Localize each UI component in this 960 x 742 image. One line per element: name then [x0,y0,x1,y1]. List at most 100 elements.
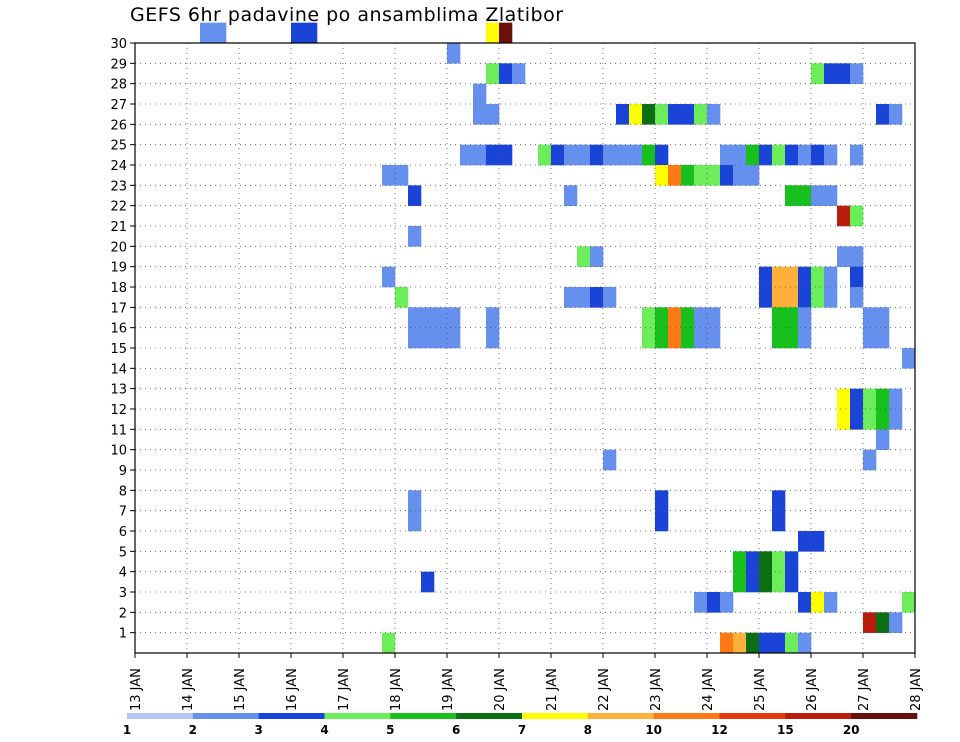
heatmap-cell [694,165,708,186]
heatmap-cell [603,449,617,471]
y-tick-label: 6 [119,525,127,540]
x-tick-label: 16 JAN [285,668,300,711]
heatmap-cell [590,287,604,308]
heatmap-cell [382,165,396,186]
y-axis: 1234567891011121314151617181920212223242… [110,37,135,642]
heatmap-cell [213,22,227,44]
heatmap-cell [590,144,604,166]
colorbar-segment [456,713,523,719]
x-axis: 13 JAN 14 JAN 15 JAN 16 JAN 17 JAN 18 JAN 19 J… [129,653,924,711]
y-tick-label: 18 [110,281,127,296]
y-tick-label: 27 [110,98,127,113]
heatmap-cell [499,144,513,166]
y-tick-label: 10 [110,444,127,459]
colorbar-label: 5 [386,723,394,737]
heatmap-cell [850,287,864,308]
heatmap-cell [759,144,773,166]
heatmap-cell [447,307,461,328]
heatmap-cell [616,144,630,166]
heatmap-cell [863,409,877,430]
heatmap-cell [473,83,487,105]
heatmap-cell [746,632,760,654]
y-tick-label: 17 [110,301,127,316]
x-tick-label: 15 JAN [233,668,248,711]
heatmap-cell [408,490,422,511]
heatmap-cell [564,185,578,206]
heatmap-cell [629,144,643,166]
x-tick-label: 24 JAN [701,668,716,711]
heatmap-cell [850,409,864,430]
heatmap-cell [720,592,734,613]
colorbar-label: 7 [518,723,526,737]
heatmap-cell [486,63,500,84]
heatmap-cell [798,632,812,654]
heatmap-cell [785,307,799,328]
heatmap-cell [395,287,409,308]
x-tick-label: 23 JAN [649,668,664,711]
colorbar-label: 15 [777,723,794,737]
heatmap-cell [694,104,708,125]
x-tick-label: 28 JAN [909,668,924,711]
y-tick-label: 5 [119,545,127,560]
colorbar-segment [719,713,786,719]
heatmap-cell [616,104,630,125]
heatmap-cell [811,185,825,206]
colorbar-label: 12 [711,723,728,737]
heatmap-cell [473,104,487,125]
heatmap-cell [759,266,773,288]
colorbar: 1 2 3 4 5 6 7 8 10 12 15 20 [123,713,918,737]
y-tick-label: 20 [110,240,127,255]
heatmap-cell [785,266,799,288]
heatmap-cell [408,185,422,206]
heatmap-cell [603,287,617,308]
x-tick-label: 13 JAN [129,668,144,711]
heatmap-cell [876,388,890,410]
colorbar-label: 8 [584,723,592,737]
heatmap-cell [668,104,682,125]
heatmap-cell [577,287,591,308]
heatmap-cell [798,592,812,613]
heatmap-cell [486,307,500,328]
heatmap-cell [746,144,760,166]
heatmap-cell [746,551,760,572]
colorbar-segment [127,713,194,719]
heatmap-cell [642,327,656,349]
heatmap-cell [655,490,669,511]
heatmap-cell [850,266,864,288]
heatmap-cell [772,266,786,288]
heatmap-cell [837,246,851,267]
heatmap-cell [785,287,799,308]
heatmap-cell [655,307,669,328]
heatmap-cell [889,409,903,430]
heatmap-cell [850,388,864,410]
colorbar-segment [522,713,589,719]
x-tick-label: 14 JAN [181,668,196,711]
heatmap-cell [837,205,851,227]
cells-layer [200,22,916,654]
heatmap-cell [486,22,500,44]
heatmap-cell [421,307,435,328]
colorbar-segment [192,713,259,719]
heatmap-cell [811,266,825,288]
heatmap-cell [824,287,838,308]
heatmap-cell [902,348,916,369]
heatmap-cell [785,185,799,206]
heatmap-cell [707,327,721,349]
heatmap-cell [824,185,838,206]
heatmap-cell [655,327,669,349]
heatmap-cell [863,612,877,633]
heatmap-cell [889,388,903,410]
colorbar-segment [324,713,391,719]
heatmap-cell [512,63,526,84]
heatmap-cell [421,327,435,349]
heatmap-cell [798,327,812,349]
heatmap-cell [811,287,825,308]
heatmap-cell [876,429,890,450]
heatmap-cell [577,144,591,166]
heatmap-cell [863,327,877,349]
heatmap-cell [655,104,669,125]
heatmap-cell [694,327,708,349]
heatmap-cell [486,144,500,166]
heatmap-cell [447,327,461,349]
heatmap-cell [642,307,656,328]
